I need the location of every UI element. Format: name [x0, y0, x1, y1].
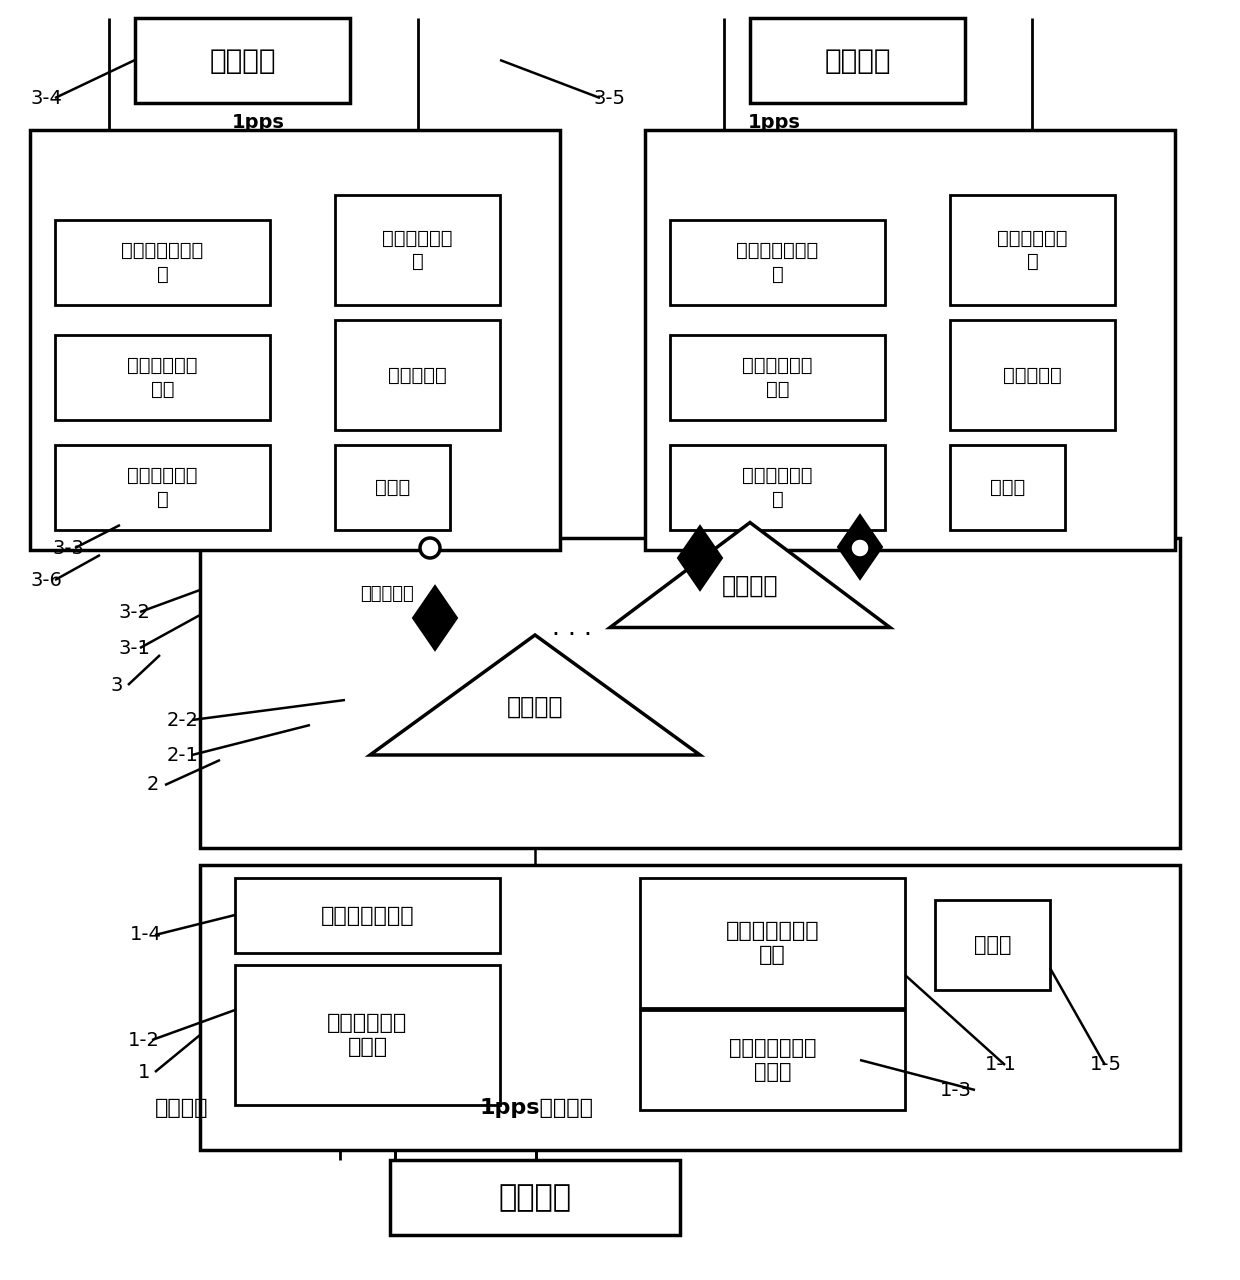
- Bar: [55, 335, 270, 420]
- Polygon shape: [678, 526, 722, 590]
- Text: · · ·: · · ·: [552, 623, 591, 646]
- Text: 时间编解码模
块: 时间编解码模 块: [743, 466, 812, 508]
- Text: 1-5: 1-5: [1090, 1056, 1122, 1074]
- Text: 光收发模块: 光收发模块: [1003, 366, 1061, 384]
- Bar: [670, 220, 885, 305]
- Bar: [950, 195, 1115, 305]
- Text: 光收发模块: 光收发模块: [388, 366, 446, 384]
- Text: 控制与处理模
块: 控制与处理模 块: [382, 229, 453, 271]
- Text: 光分路器: 光分路器: [722, 573, 779, 598]
- Text: 时间编解码模
块: 时间编解码模 块: [128, 466, 197, 508]
- Bar: [750, 18, 965, 102]
- Bar: [640, 1010, 905, 1110]
- Bar: [391, 1160, 680, 1235]
- Circle shape: [420, 538, 440, 558]
- Text: 定时器: 定时器: [973, 934, 1012, 955]
- Text: 光分路器: 光分路器: [507, 695, 563, 719]
- Bar: [950, 320, 1115, 430]
- Polygon shape: [838, 515, 882, 579]
- Bar: [670, 445, 885, 530]
- Text: 时间间隔测试模
块: 时间间隔测试模 块: [122, 241, 203, 284]
- Text: 用户时钟: 用户时钟: [825, 46, 890, 74]
- Bar: [55, 445, 270, 530]
- Text: 2-2: 2-2: [167, 710, 198, 730]
- Text: 1pps: 1pps: [232, 113, 285, 132]
- Text: 3-1: 3-1: [118, 639, 150, 658]
- Bar: [335, 445, 450, 530]
- Polygon shape: [370, 635, 701, 755]
- Bar: [236, 965, 500, 1105]
- Polygon shape: [413, 586, 458, 650]
- Text: 中心控制与处理
模块: 中心控制与处理 模块: [725, 920, 820, 965]
- Text: 1: 1: [138, 1062, 150, 1082]
- Text: 3-5: 3-5: [594, 88, 626, 108]
- Polygon shape: [610, 522, 890, 627]
- Text: 中心时间间隔测
试模块: 中心时间间隔测 试模块: [729, 1038, 816, 1083]
- Bar: [30, 131, 560, 550]
- Text: 3-2: 3-2: [118, 603, 150, 622]
- Text: 中心时间编解
码模块: 中心时间编解 码模块: [327, 1012, 408, 1057]
- Bar: [335, 320, 500, 430]
- Text: 1-2: 1-2: [128, 1030, 160, 1050]
- Text: 中心光收发模块: 中心光收发模块: [321, 905, 414, 925]
- Text: 3: 3: [110, 676, 123, 695]
- Text: 3-4: 3-4: [30, 88, 62, 108]
- Bar: [335, 195, 500, 305]
- Text: 3-3: 3-3: [52, 539, 84, 558]
- Text: 1-3: 1-3: [940, 1080, 972, 1100]
- Text: 1pps: 1pps: [748, 113, 801, 132]
- Text: 3-6: 3-6: [30, 571, 62, 590]
- Text: 2: 2: [148, 776, 160, 795]
- Text: 时间间隔测试模
块: 时间间隔测试模 块: [737, 241, 818, 284]
- Text: 光开关: 光开关: [990, 477, 1025, 497]
- Text: 2-1: 2-1: [167, 745, 198, 764]
- Text: 1-4: 1-4: [130, 925, 162, 945]
- Bar: [135, 18, 350, 102]
- Circle shape: [849, 538, 870, 558]
- Text: 控制与处理模
块: 控制与处理模 块: [997, 229, 1068, 271]
- Text: 参考频率: 参考频率: [155, 1098, 208, 1117]
- Text: 定时信息调整
模块: 定时信息调整 模块: [128, 356, 197, 399]
- Bar: [950, 445, 1065, 530]
- Text: 时频标准: 时频标准: [498, 1183, 572, 1212]
- Text: 1-1: 1-1: [985, 1056, 1017, 1074]
- Bar: [670, 335, 885, 420]
- Text: 用户时钟: 用户时钟: [210, 46, 275, 74]
- Bar: [200, 538, 1180, 849]
- Bar: [640, 878, 905, 1009]
- Bar: [55, 220, 270, 305]
- Bar: [236, 878, 500, 954]
- Bar: [935, 900, 1050, 989]
- Bar: [645, 131, 1176, 550]
- Bar: [200, 865, 1180, 1149]
- Text: 双向放大器: 双向放大器: [360, 585, 414, 603]
- Text: 定时信息调整
模块: 定时信息调整 模块: [743, 356, 812, 399]
- Text: 1pps时间信息: 1pps时间信息: [480, 1098, 594, 1117]
- Text: 光开关: 光开关: [374, 477, 410, 497]
